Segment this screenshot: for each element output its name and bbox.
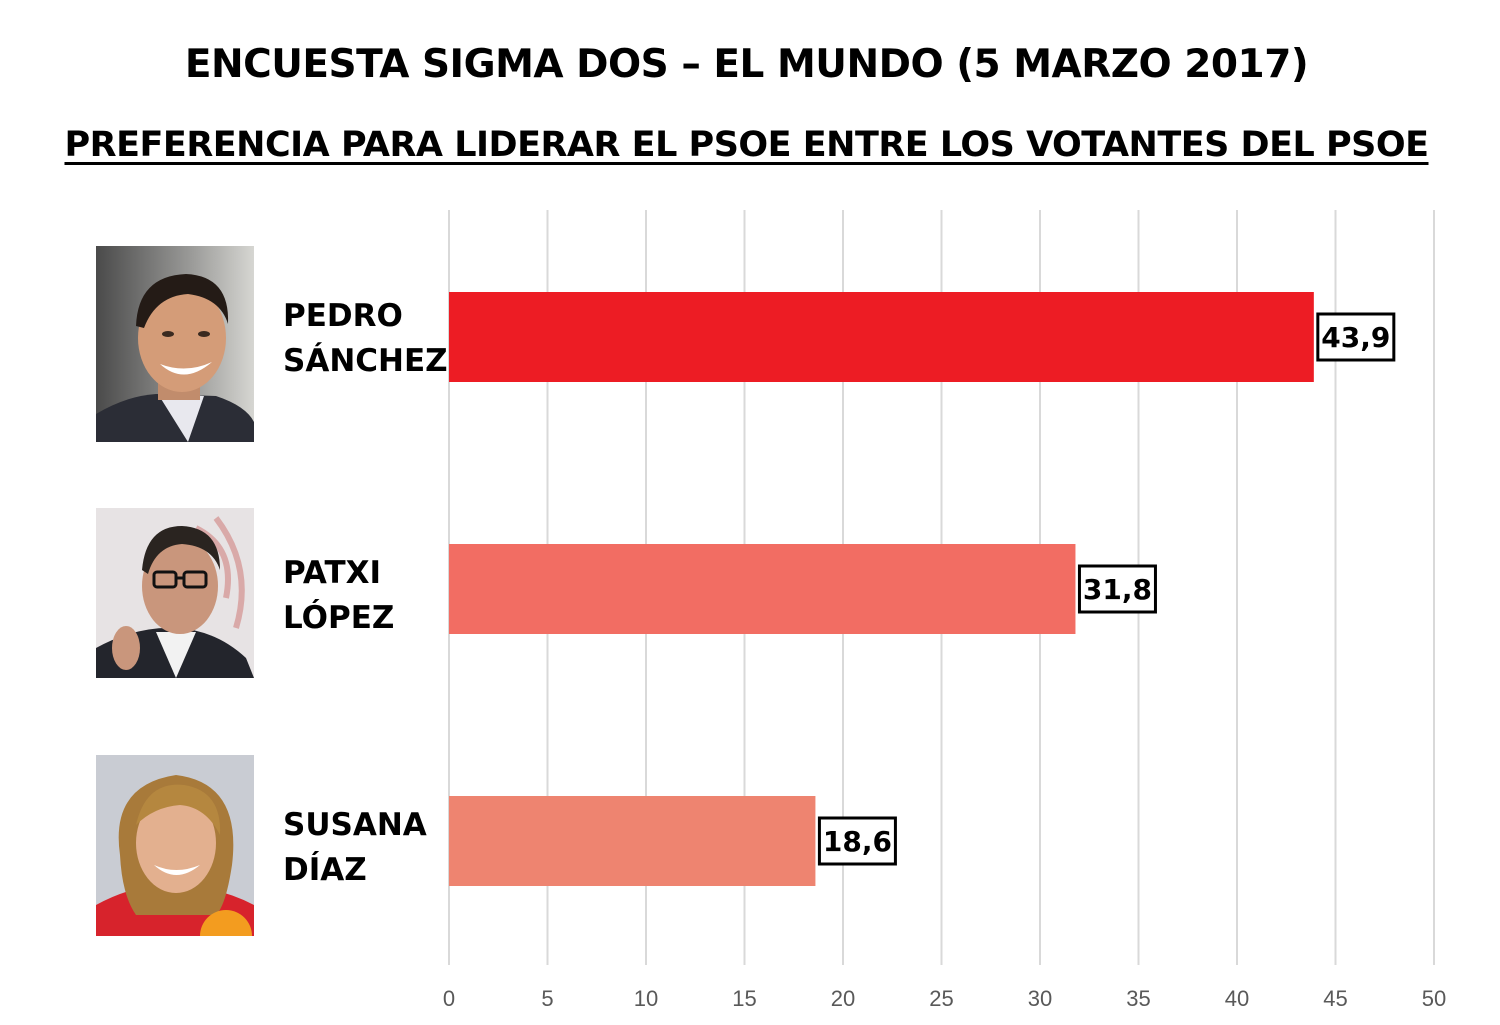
category-label-line: PEDRO: [283, 298, 403, 334]
x-tick-label: 40: [1225, 986, 1249, 1011]
bar: [449, 292, 1314, 382]
chart-subtitle: PREFERENCIA PARA LIDERAR EL PSOE ENTRE L…: [64, 125, 1429, 165]
category-label-patxi-lopez: PATXI LÓPEZ: [283, 551, 453, 641]
bar: [449, 796, 816, 886]
x-tick-label: 5: [541, 986, 553, 1011]
data-label: 43,9: [1321, 321, 1390, 354]
category-label-line: PATXI: [283, 555, 382, 591]
x-tick-label: 20: [831, 986, 855, 1011]
x-tick-label: 0: [443, 986, 455, 1011]
category-label-line: SUSANA: [283, 807, 427, 843]
portrait-pedro-sanchez-icon: [96, 246, 254, 442]
data-label-box: [817, 816, 897, 866]
data-label-box: [1077, 564, 1157, 614]
data-label-box: [1316, 312, 1396, 362]
portrait-susana-diaz-icon: [96, 755, 254, 936]
x-tick-label: 30: [1028, 986, 1052, 1011]
x-tick-label: 45: [1323, 986, 1347, 1011]
x-tick-label: 50: [1422, 986, 1446, 1011]
chart-title: ENCUESTA SIGMA DOS – EL MUNDO (5 MARZO 2…: [184, 42, 1309, 87]
x-tick-label: 25: [929, 986, 953, 1011]
category-label-susana-diaz: SUSANA DÍAZ: [283, 803, 453, 893]
x-tick-label: 15: [732, 986, 756, 1011]
data-label: 18,6: [823, 825, 892, 858]
x-tick-label: 35: [1126, 986, 1150, 1011]
category-label-line: SÁNCHEZ: [283, 343, 448, 379]
portrait-patxi-lopez-icon: [96, 508, 254, 678]
category-label-pedro-sanchez: PEDRO SÁNCHEZ: [283, 294, 453, 384]
data-label: 31,8: [1083, 573, 1152, 606]
category-label-line: DÍAZ: [283, 852, 367, 888]
bar: [449, 544, 1076, 634]
category-label-line: LÓPEZ: [283, 600, 395, 636]
x-tick-label: 10: [634, 986, 658, 1011]
